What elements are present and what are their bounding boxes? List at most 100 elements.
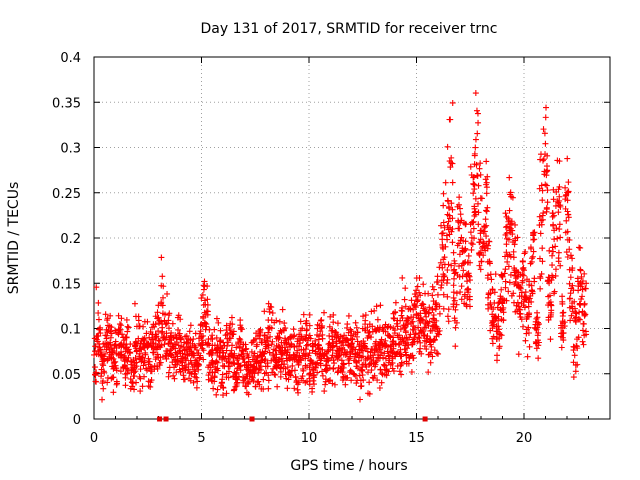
- data-point: [579, 338, 586, 345]
- data-point: [374, 316, 381, 323]
- data-point: [288, 340, 295, 347]
- data-point: [429, 353, 436, 360]
- data-point: [281, 344, 288, 351]
- data-point: [498, 286, 505, 293]
- data-point: [450, 267, 457, 274]
- data-point: [225, 339, 232, 346]
- data-point: [417, 292, 424, 299]
- data-point: [469, 241, 476, 248]
- data-point: [541, 168, 548, 175]
- data-point: [537, 230, 544, 237]
- data-point: [141, 344, 148, 351]
- data-point: [93, 351, 100, 358]
- data-point: [177, 336, 184, 343]
- data-point: [534, 314, 541, 321]
- data-point: [502, 284, 509, 291]
- data-point: [400, 322, 407, 329]
- data-point: [493, 323, 500, 330]
- data-point: [470, 190, 477, 197]
- data-point: [569, 282, 576, 289]
- data-point: [214, 359, 221, 366]
- data-point: [570, 374, 577, 381]
- data-point: [95, 347, 102, 354]
- data-point: [377, 302, 384, 309]
- data-point: [531, 236, 538, 243]
- data-point: [136, 323, 143, 330]
- data-point: [382, 321, 389, 328]
- data-point: [377, 366, 384, 373]
- data-point: [475, 221, 482, 228]
- data-point: [316, 353, 323, 360]
- data-point: [449, 206, 456, 213]
- data-point: [494, 352, 501, 359]
- data-point: [519, 277, 526, 284]
- data-point: [453, 301, 460, 308]
- data-point: [446, 116, 453, 123]
- data-point: [312, 341, 319, 348]
- data-point: [217, 327, 224, 334]
- data-point: [342, 381, 349, 388]
- data-point: [417, 345, 424, 352]
- data-point: [159, 302, 166, 309]
- data-point: [581, 312, 588, 319]
- data-point: [340, 373, 347, 380]
- data-point: [430, 315, 437, 322]
- data-point: [458, 234, 465, 241]
- data-point: [410, 314, 417, 321]
- data-point: [436, 310, 443, 317]
- data-point: [452, 343, 459, 350]
- data-point: [176, 366, 183, 373]
- data-point: [146, 334, 153, 341]
- data-point: [261, 308, 268, 315]
- data-point: [425, 369, 432, 376]
- data-point: [209, 357, 216, 364]
- data-point: [408, 369, 415, 376]
- data-point: [439, 230, 446, 237]
- data-point: [532, 325, 539, 332]
- data-point: [382, 328, 389, 335]
- data-point: [330, 311, 337, 318]
- data-point: [381, 343, 388, 350]
- data-point: [155, 314, 162, 321]
- data-point: [226, 326, 233, 333]
- data-point: [143, 330, 150, 337]
- data-point: [150, 321, 157, 328]
- data-point: [403, 351, 410, 358]
- data-point: [223, 374, 230, 381]
- y-tick-label: 0.2: [60, 232, 81, 247]
- data-point: [158, 318, 165, 325]
- data-point: [339, 369, 346, 376]
- data-point: [170, 343, 177, 350]
- data-point: [455, 219, 462, 226]
- data-point: [230, 354, 237, 361]
- data-point: [360, 313, 367, 320]
- data-point: [576, 309, 583, 316]
- data-point: [199, 291, 206, 298]
- axis-ticks: [93, 56, 610, 420]
- data-point: [498, 272, 505, 279]
- data-point: [201, 319, 208, 326]
- data-point: [319, 346, 326, 353]
- data-point: [104, 357, 111, 364]
- data-point: [484, 258, 491, 265]
- data-point: [389, 365, 396, 372]
- data-point: [497, 331, 504, 338]
- data-point: [297, 327, 304, 334]
- data-point: [280, 327, 287, 334]
- data-point: [542, 140, 549, 147]
- data-point: [471, 181, 478, 188]
- data-point: [155, 337, 162, 344]
- data-point: [474, 130, 481, 137]
- data-point: [489, 286, 496, 293]
- data-point: [579, 286, 586, 293]
- data-point: [294, 386, 301, 393]
- data-point: [198, 334, 205, 341]
- data-point: [125, 346, 132, 353]
- data-point: [100, 385, 107, 392]
- data-point: [421, 343, 428, 350]
- data-point: [435, 350, 442, 357]
- data-point: [558, 344, 565, 351]
- data-point: [448, 159, 455, 166]
- data-point: [551, 236, 558, 243]
- data-point: [303, 320, 310, 327]
